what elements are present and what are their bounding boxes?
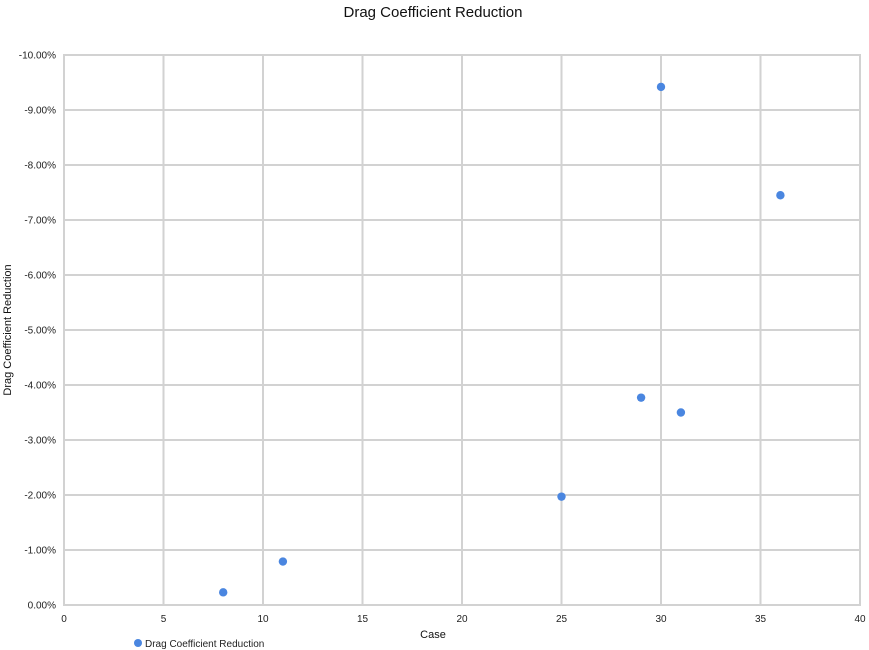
y-tick-label: -7.00%: [24, 216, 56, 227]
y-tick-label: 0.00%: [28, 601, 56, 612]
y-axis-ticks: 0.00% -1.00% -2.00% -3.00% -4.00% -5.00% -6.00…: [19, 51, 56, 612]
y-tick-label: -2.00%: [24, 491, 56, 502]
y-tick-label: -1.00%: [24, 546, 56, 557]
legend-label: Drag Coefficient Reduction: [145, 639, 264, 650]
data-point: [219, 588, 228, 597]
plot-grid: [63, 54, 861, 606]
y-tick-label: -10.00%: [19, 51, 56, 62]
data-point: [676, 408, 686, 417]
y-tick-label: -4.00%: [24, 381, 56, 392]
x-axis-label: Case: [420, 629, 446, 641]
y-tick-label: -8.00%: [24, 161, 56, 172]
data-point: [776, 191, 785, 200]
legend: Drag Coefficient Reduction: [134, 639, 264, 650]
y-tick-label: -5.00%: [24, 326, 56, 337]
x-tick-label: 40: [854, 614, 866, 625]
x-axis-ticks: 0 5 10 15 20 25 30 35 40: [61, 614, 866, 625]
y-tick-label: -9.00%: [24, 106, 56, 117]
x-tick-label: 20: [456, 614, 468, 625]
chart-title: Drag Coefficient Reduction: [344, 4, 523, 21]
y-tick-label: -3.00%: [24, 436, 56, 447]
plot-area: [63, 54, 861, 606]
x-tick-label: 5: [161, 614, 167, 625]
x-tick-label: 25: [556, 614, 568, 625]
x-tick-label: 35: [755, 614, 767, 625]
y-tick-label: -6.00%: [24, 271, 56, 282]
data-point: [656, 82, 666, 92]
data-points: [219, 82, 785, 597]
x-tick-label: 10: [257, 614, 269, 625]
legend-marker: [134, 639, 142, 647]
data-point: [636, 393, 646, 402]
data-point: [278, 557, 288, 566]
x-tick-label: 30: [655, 614, 667, 625]
data-point: [557, 492, 566, 501]
x-tick-label: 15: [357, 614, 369, 625]
x-tick-label: 0: [61, 614, 67, 625]
y-axis-label: Drag Coefficient Reduction: [2, 264, 14, 395]
